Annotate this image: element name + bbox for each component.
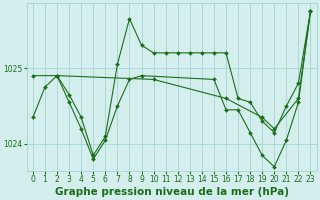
X-axis label: Graphe pression niveau de la mer (hPa): Graphe pression niveau de la mer (hPa) [55,187,289,197]
